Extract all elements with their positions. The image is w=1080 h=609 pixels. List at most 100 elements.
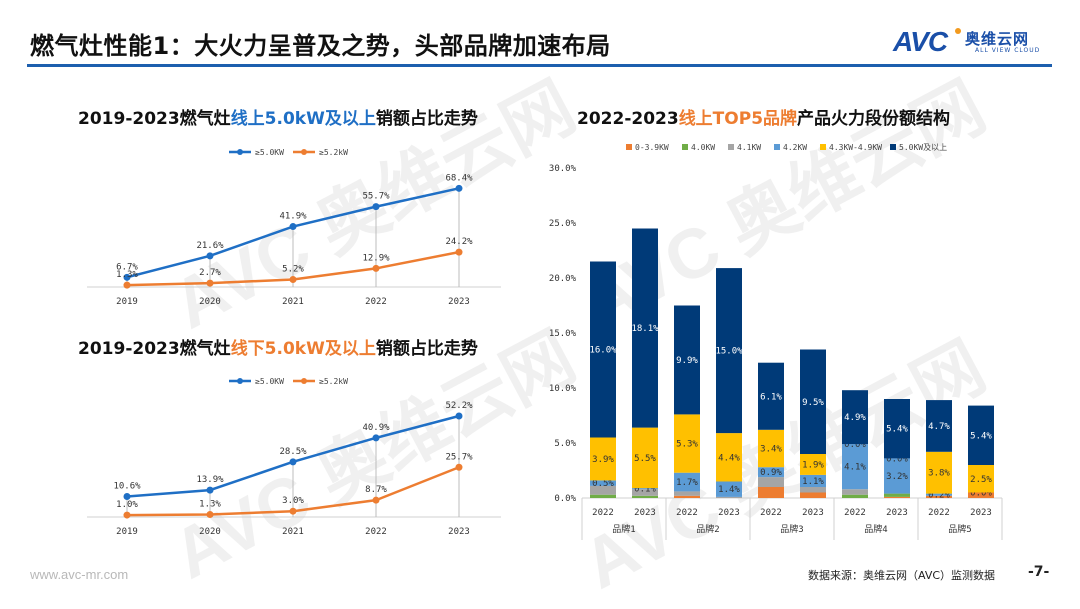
legend-label: ≥5.0KW bbox=[255, 377, 284, 386]
bar-segment-5.0KW及以上 bbox=[632, 228, 658, 428]
bar-data-label: 5.4% bbox=[886, 425, 908, 435]
bar-segment-5.0KW及以上 bbox=[800, 349, 826, 454]
legend-label: ≥5.2kW bbox=[319, 148, 348, 157]
bar-segment-4.3KW-4.9KW bbox=[758, 429, 784, 468]
title-part: 销额占比走势 bbox=[375, 339, 478, 359]
data-label: 1.3% bbox=[116, 270, 138, 280]
data-point bbox=[123, 492, 131, 500]
legend-swatch bbox=[890, 144, 896, 150]
legend-marker-1 bbox=[301, 378, 307, 384]
title-highlight: 线上TOP5品牌 bbox=[678, 109, 798, 129]
data-label: 13.9% bbox=[196, 475, 224, 485]
legend-swatch bbox=[626, 144, 632, 150]
bar-segment-5.0KW及以上 bbox=[758, 362, 784, 430]
y-tick-label: 5.0% bbox=[554, 439, 576, 449]
bar-data-label: 16.0% bbox=[589, 346, 617, 356]
bar-data-label: 3.9% bbox=[592, 455, 614, 465]
avc-logo: AVC 奥维云网 ALL VIEW CLOUD bbox=[893, 26, 1053, 57]
footer-url[interactable]: www.avc-mr.com bbox=[30, 567, 129, 582]
data-label: 52.2% bbox=[445, 401, 473, 411]
data-label: 28.5% bbox=[279, 447, 307, 457]
x-tick-label: 2022 bbox=[760, 508, 782, 518]
x-tick-label: 2023 bbox=[802, 508, 824, 518]
bar-segment-4.0KW bbox=[842, 494, 868, 498]
title-part: 销额占比走势 bbox=[375, 109, 478, 129]
bar-data-label: 1.1% bbox=[802, 477, 824, 487]
legend-marker-0 bbox=[237, 378, 243, 384]
data-label: 1.0% bbox=[116, 500, 138, 510]
bar-segment-5.0KW及以上 bbox=[674, 305, 700, 415]
bar-data-label: 0.5% bbox=[592, 479, 614, 489]
bar-data-label: 2.5% bbox=[970, 475, 992, 485]
bar-data-label: 3.4% bbox=[760, 445, 782, 455]
bar-data-label: 5.5% bbox=[634, 454, 656, 464]
bar-segment-4.1KW bbox=[800, 487, 826, 493]
legend-marker-0 bbox=[237, 149, 243, 155]
x-tick-label: 2020 bbox=[199, 527, 221, 537]
y-tick-label: 15.0% bbox=[549, 329, 577, 339]
x-tick-label: 2019 bbox=[116, 297, 138, 307]
bar-segment-5.0KW及以上 bbox=[716, 268, 742, 434]
legend-swatch bbox=[682, 144, 688, 150]
bar-segment-4.1KW bbox=[674, 491, 700, 496]
bar-data-label: 4.4% bbox=[718, 453, 740, 463]
data-point bbox=[123, 281, 131, 289]
line-chart-2-title: 2019-2023燃气灶线下5.0kW及以上销额占比走势 bbox=[78, 334, 478, 359]
data-point bbox=[372, 434, 380, 442]
logo-dot-icon bbox=[955, 28, 961, 34]
x-tick-label: 2023 bbox=[448, 297, 470, 307]
bar-segment-4.1KW bbox=[590, 485, 616, 495]
bar-segment-4.1KW bbox=[632, 489, 658, 496]
x-tick-label: 2022 bbox=[592, 508, 614, 518]
legend-label: 4.1KW bbox=[737, 143, 761, 152]
legend-label: 4.0KW bbox=[691, 143, 715, 152]
title-part: 产品火力段份额结构 bbox=[797, 109, 951, 129]
data-point bbox=[455, 248, 463, 256]
data-label: 25.7% bbox=[445, 452, 473, 462]
bar-segment-4.2KW bbox=[716, 481, 742, 497]
header-divider bbox=[27, 64, 1052, 67]
data-point bbox=[289, 223, 297, 231]
y-tick-label: 0.0% bbox=[554, 494, 576, 504]
bar-data-label: 15.0% bbox=[715, 347, 743, 357]
legend-swatch bbox=[774, 144, 780, 150]
x-tick-label: 2023 bbox=[718, 508, 740, 518]
line-chart-1-title: 2019-2023燃气灶线上5.0kW及以上销额占比走势 bbox=[78, 104, 478, 129]
title-part: 2022-2023 bbox=[577, 109, 679, 129]
bar-data-label: 4.9% bbox=[844, 413, 866, 423]
logo-en-text: ALL VIEW CLOUD bbox=[975, 47, 1041, 54]
bar-segment-4.3KW-4.9KW bbox=[632, 427, 658, 489]
bar-data-label: 6.1% bbox=[760, 392, 782, 402]
data-label: 55.7% bbox=[362, 192, 390, 202]
x-tick-label: 2023 bbox=[970, 508, 992, 518]
bar-segment-5.0KW及以上 bbox=[884, 399, 910, 459]
bar-segment-0-3.9KW bbox=[674, 495, 700, 498]
x-tick-label: 2019 bbox=[116, 527, 138, 537]
data-label: 12.9% bbox=[362, 253, 390, 263]
data-point bbox=[289, 275, 297, 283]
bar-segment-0-3.9KW bbox=[968, 492, 994, 498]
bar-segment-5.0KW及以上 bbox=[968, 405, 994, 465]
bar-segment-0-3.9KW bbox=[800, 492, 826, 498]
bar-data-label: 3.2% bbox=[886, 472, 908, 482]
legend-swatch bbox=[728, 144, 734, 150]
data-label: 3.0% bbox=[282, 496, 304, 506]
bar-data-label: 18.1% bbox=[631, 324, 659, 334]
bar-segment-4.2KW bbox=[926, 493, 952, 496]
bar-segment-0-3.9KW bbox=[758, 487, 784, 498]
group-label: 品牌3 bbox=[780, 523, 803, 535]
y-tick-label: 25.0% bbox=[549, 219, 577, 229]
legend-label: 4.3KW-4.9KW bbox=[829, 143, 882, 152]
bar-data-label: 1.7% bbox=[676, 478, 698, 488]
y-tick-label: 10.0% bbox=[549, 384, 577, 394]
bar-data-label: 4.7% bbox=[928, 422, 950, 432]
bar-data-label: 0.1% bbox=[634, 485, 656, 495]
bar-segment-5.0KW及以上 bbox=[926, 400, 952, 452]
data-point bbox=[372, 496, 380, 504]
logo-cn-text: 奥维云网 bbox=[965, 30, 1030, 48]
bar-data-label: 0.0% bbox=[844, 440, 866, 450]
legend-label: ≥5.0KW bbox=[255, 148, 284, 157]
data-label: 8.7% bbox=[365, 485, 387, 495]
bar-data-label: 0.2% bbox=[928, 491, 950, 501]
